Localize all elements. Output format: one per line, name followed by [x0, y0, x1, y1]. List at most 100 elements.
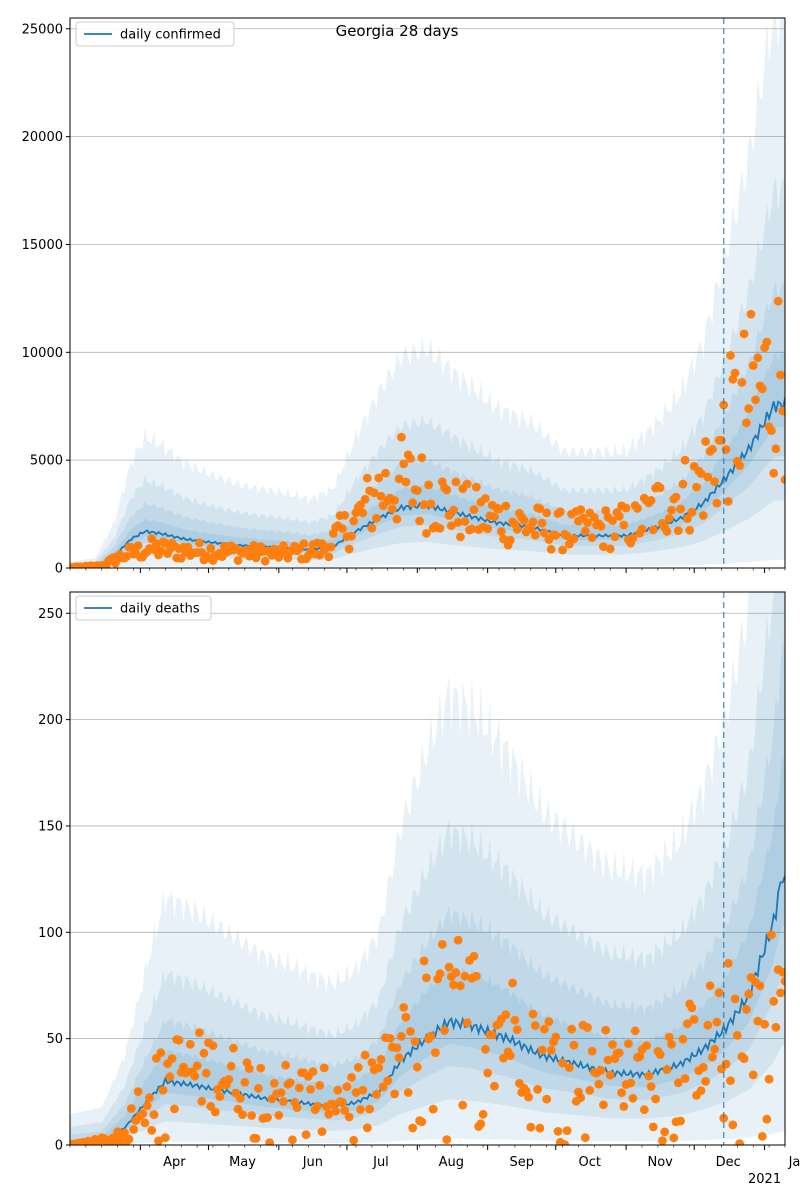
data-point [505, 1051, 515, 1060]
data-point [760, 1019, 769, 1029]
data-point [683, 514, 692, 524]
data-point [753, 353, 763, 363]
data-point [208, 1041, 218, 1051]
data-point [742, 418, 751, 428]
data-point [614, 1048, 624, 1058]
data-point [192, 1061, 202, 1071]
data-point [560, 1140, 570, 1145]
y-tick-label: 0 [55, 1139, 63, 1154]
data-point [530, 530, 540, 540]
uncertainty-band [70, 592, 785, 1145]
data-point [347, 1073, 356, 1082]
data-point [442, 485, 452, 495]
data-point [676, 1116, 685, 1126]
data-point [583, 518, 592, 527]
data-point [746, 309, 756, 319]
data-point [499, 534, 508, 544]
data-point [456, 532, 465, 542]
data-point [319, 1063, 329, 1073]
y-tick-label: 200 [38, 713, 63, 728]
data-point [458, 1100, 468, 1110]
data-point [635, 1052, 645, 1061]
data-point [324, 552, 334, 562]
data-point [481, 1044, 490, 1054]
data-point [453, 935, 463, 945]
data-point [508, 978, 517, 988]
data-point [569, 534, 579, 544]
data-point [299, 539, 309, 548]
data-point [167, 1054, 177, 1063]
chart-title: Georgia 28 days [336, 22, 459, 40]
data-point [483, 524, 493, 534]
data-point [417, 1117, 427, 1127]
data-point [512, 524, 522, 534]
data-point [524, 1092, 533, 1102]
data-point [160, 1133, 170, 1143]
data-point [569, 1040, 579, 1050]
data-point [671, 492, 681, 502]
data-point [501, 1010, 511, 1019]
data-point [703, 1020, 713, 1030]
data-point [701, 437, 710, 446]
data-point [739, 1054, 749, 1063]
data-point [154, 1136, 163, 1145]
data-point [776, 988, 785, 998]
data-point [124, 1134, 134, 1144]
legend-label: daily confirmed [120, 28, 221, 43]
data-point [533, 1085, 542, 1094]
data-point [562, 1126, 572, 1135]
data-point [610, 532, 620, 542]
data-point [599, 542, 608, 551]
data-point [238, 1110, 247, 1119]
data-point [667, 1039, 676, 1049]
data-point [599, 1100, 608, 1110]
data-point [279, 1097, 288, 1106]
data-point [460, 517, 470, 526]
y-tick-label: 25000 [22, 22, 63, 37]
data-point [342, 1082, 352, 1092]
data-point [456, 981, 465, 991]
data-point [394, 1053, 404, 1063]
data-point [601, 1025, 611, 1035]
data-point [358, 1085, 368, 1095]
data-point [776, 370, 785, 380]
data-point [642, 1041, 651, 1050]
data-point [755, 981, 765, 991]
data-point [546, 1046, 556, 1055]
data-point [399, 1003, 409, 1012]
data-point [708, 444, 717, 454]
data-point [655, 483, 665, 493]
data-point [417, 453, 427, 462]
data-point [773, 296, 783, 306]
data-point [660, 1127, 670, 1137]
data-point [537, 1045, 547, 1055]
y-tick-label: 20000 [22, 130, 63, 145]
data-point [664, 1032, 674, 1042]
legend-box [75, 21, 235, 47]
data-point [471, 971, 481, 981]
data-point [401, 1012, 411, 1022]
data-point [195, 538, 204, 548]
data-point [374, 1063, 384, 1073]
data-point [367, 1058, 377, 1067]
data-point [142, 1101, 152, 1111]
data-point [126, 542, 136, 552]
data-point [698, 1063, 708, 1072]
data-point [349, 1135, 359, 1145]
data-point [535, 1123, 545, 1133]
data-point [778, 406, 785, 416]
data-point [426, 1031, 436, 1041]
data-point [637, 524, 647, 534]
data-point [210, 1107, 220, 1117]
uncertainty-band [70, 634, 785, 1145]
data-point [540, 1024, 549, 1034]
data-point [376, 491, 386, 501]
data-point [406, 1027, 415, 1036]
data-point [292, 1103, 302, 1112]
data-point [771, 444, 781, 454]
data-point [251, 1134, 261, 1143]
axes-frame [69, 591, 786, 1146]
data-point [487, 1030, 497, 1040]
data-point [215, 1092, 225, 1101]
data-point [360, 494, 370, 504]
